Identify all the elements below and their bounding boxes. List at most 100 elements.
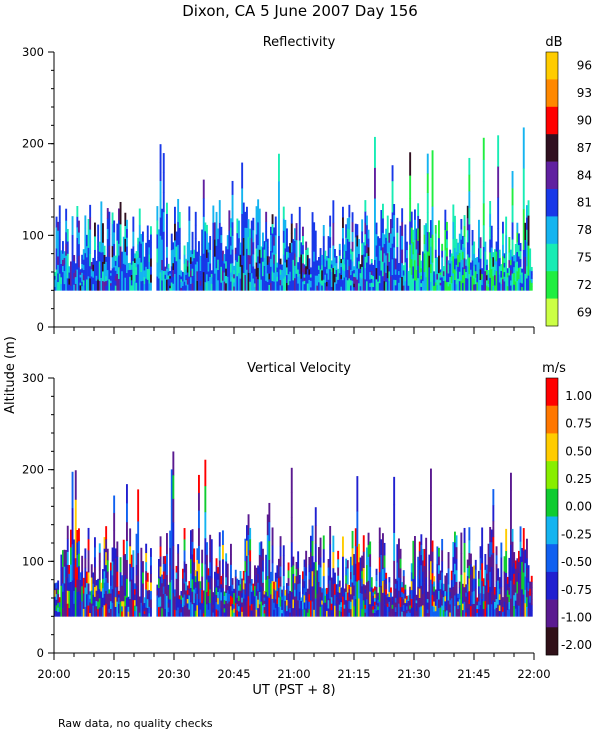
heatmap-cell	[180, 599, 183, 604]
heatmap-cell	[348, 592, 351, 598]
heatmap-cell	[97, 279, 100, 291]
heatmap-cell	[161, 280, 164, 291]
reflectivity-panel: Reflectivity0100200300dB9693908784817875…	[22, 35, 592, 334]
heatmap-cell	[468, 240, 471, 258]
heatmap-cell	[98, 552, 101, 562]
heatmap-cell	[268, 597, 271, 617]
heatmap-cell	[55, 593, 58, 600]
heatmap-cell	[231, 276, 234, 291]
heatmap-cell	[257, 222, 260, 234]
heatmap-cell	[367, 556, 370, 569]
heatmap-cell	[338, 592, 341, 599]
heatmap-cell	[258, 591, 261, 605]
heatmap-cell	[518, 550, 520, 563]
heatmap-cell	[298, 273, 301, 291]
heatmap-cell	[455, 277, 458, 285]
heatmap-cell	[465, 271, 468, 279]
heatmap-cell	[338, 604, 341, 611]
heatmap-cell	[68, 272, 71, 279]
heatmap-cell	[174, 240, 176, 258]
heatmap-cell	[262, 571, 264, 583]
heatmap-cell	[322, 268, 325, 280]
heatmap-cell	[286, 583, 288, 589]
heatmap-cell	[239, 590, 242, 598]
heatmap-cell	[447, 268, 450, 274]
heatmap-cell	[266, 281, 269, 291]
heatmap-cell	[98, 543, 101, 553]
heatmap-cell	[425, 596, 428, 617]
heatmap-cell	[398, 274, 400, 279]
heatmap-cell	[236, 597, 239, 605]
heatmap-cell	[273, 609, 276, 617]
heatmap-cell	[174, 256, 176, 274]
heatmap-cell	[218, 222, 221, 246]
heatmap-cell	[119, 586, 122, 602]
heatmap-cell	[455, 593, 458, 606]
heatmap-cell	[169, 273, 172, 277]
heatmap-cell	[466, 559, 469, 568]
heatmap-cell	[102, 606, 104, 617]
heatmap-cell	[474, 270, 477, 278]
heatmap-cell	[177, 544, 180, 554]
heatmap-cell	[238, 600, 240, 607]
heatmap-cell	[258, 208, 261, 223]
heatmap-cell	[313, 241, 316, 252]
heatmap-cell	[452, 273, 455, 291]
heatmap-cell	[206, 542, 208, 555]
heatmap-cell	[502, 611, 504, 617]
heatmap-cell	[233, 286, 236, 291]
heatmap-cell	[412, 578, 415, 598]
heatmap-cell	[439, 285, 442, 289]
colorbar-unit: m/s	[542, 361, 566, 376]
heatmap-cell	[468, 273, 471, 291]
heatmap-cell	[278, 208, 280, 236]
heatmap-cell	[60, 554, 63, 571]
heatmap-cell	[330, 264, 333, 269]
heatmap-cell	[122, 250, 125, 264]
heatmap-cell	[238, 580, 240, 586]
heatmap-cell	[314, 507, 317, 526]
heatmap-cell	[396, 246, 399, 262]
heatmap-cell	[465, 584, 468, 589]
heatmap-cell	[292, 590, 295, 600]
heatmap-cell	[342, 206, 344, 218]
heatmap-cell	[513, 272, 516, 279]
heatmap-cell	[217, 604, 220, 611]
heatmap-cell	[487, 604, 490, 617]
heatmap-cell	[308, 601, 311, 610]
heatmap-cell	[398, 286, 400, 291]
heatmap-cell	[367, 532, 370, 545]
heatmap-cell	[289, 590, 292, 596]
heatmap-cell	[81, 268, 84, 273]
heatmap-cell	[441, 257, 444, 265]
heatmap-cell	[303, 573, 306, 582]
heatmap-cell	[335, 283, 338, 291]
heatmap-cell	[354, 563, 357, 582]
heatmap-cell	[497, 166, 500, 198]
heatmap-cell	[316, 285, 319, 291]
heatmap-cell	[124, 595, 127, 607]
heatmap-cell	[204, 247, 207, 257]
heatmap-cell	[426, 591, 429, 596]
heatmap-cell	[326, 604, 328, 611]
heatmap-cell	[343, 604, 346, 609]
heatmap-cell	[292, 259, 295, 271]
heatmap-cell	[63, 277, 66, 285]
heatmap-cell	[346, 560, 349, 569]
heatmap-cell	[175, 610, 178, 617]
colorbar-tick-label: 69	[577, 305, 592, 319]
colorbar-swatch	[546, 216, 558, 245]
heatmap-cell	[434, 282, 437, 291]
heatmap-cell	[310, 567, 312, 585]
heatmap-cell	[62, 284, 64, 291]
heatmap-cell	[399, 597, 402, 607]
heatmap-cell	[158, 568, 160, 579]
heatmap-cell	[346, 592, 349, 601]
heatmap-cell	[215, 267, 218, 280]
heatmap-cell	[177, 571, 180, 581]
heatmap-cell	[314, 275, 317, 291]
heatmap-cell	[271, 545, 274, 564]
heatmap-cell	[127, 283, 130, 291]
heatmap-cell	[244, 605, 247, 617]
heatmap-cell	[524, 256, 527, 274]
